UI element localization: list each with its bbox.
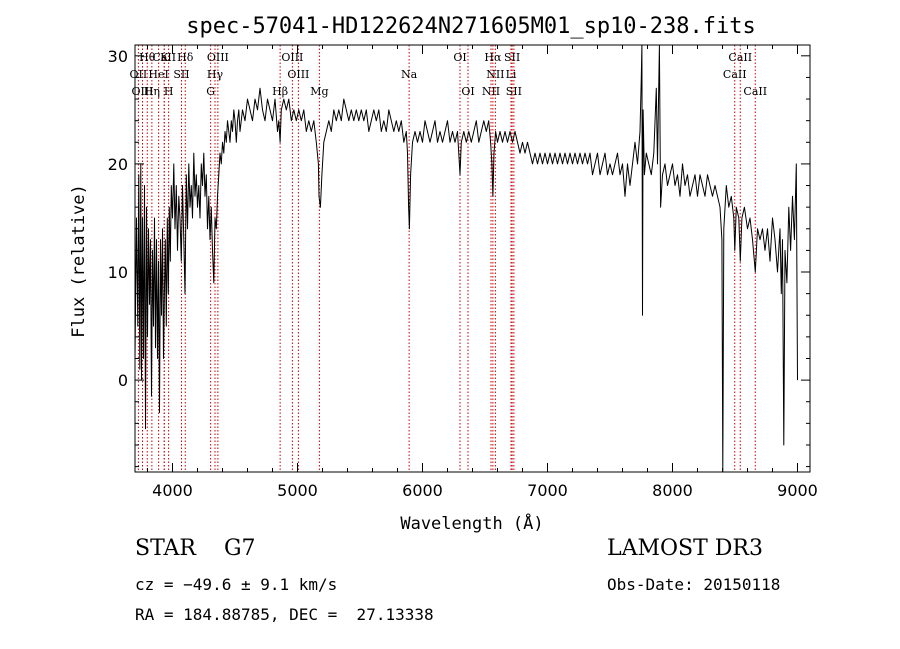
line-label-21: H [164, 85, 174, 98]
line-label-15: Na [401, 68, 418, 81]
line-label-12: SII [173, 68, 189, 81]
ra-dec-coordinates: RA = 184.88785, DEC = 27.13338 [135, 605, 434, 624]
x-tick-label-4: 8000 [652, 481, 693, 500]
y-tick-label-2: 20 [108, 155, 128, 174]
line-label-1: CaII [152, 51, 176, 64]
line-label-10: OII [130, 68, 148, 81]
line-label-4: OIII [207, 51, 229, 64]
spectrum-series [134, 44, 798, 473]
x-tick-label-1: 5000 [277, 481, 318, 500]
line-label-16: NII [486, 68, 504, 81]
x-tick-label-5: 9000 [777, 481, 818, 500]
line-label-17: Li [506, 68, 517, 81]
spectrum-line-0 [134, 44, 798, 473]
line-label-0: Hθ [139, 51, 156, 64]
line-label-11: HeI [148, 68, 168, 81]
x-axis-ticks: 4000 5000 6000 7000 8000 9000 [147, 45, 818, 500]
plot-frame [134, 44, 811, 473]
line-label-22: G [206, 85, 215, 98]
line-label-18: CaII [723, 68, 747, 81]
chart-title: spec-57041-HD122624N271605M01_sp10-238.f… [186, 14, 756, 39]
line-label-27: SII [506, 85, 522, 98]
x-tick-label-2: 6000 [402, 481, 443, 500]
y-tick-label-0: 0 [118, 371, 128, 390]
line-label-13: Hγ [207, 68, 224, 81]
line-label-3: Hδ [177, 51, 194, 64]
star-class-label: STAR G7 [135, 536, 256, 561]
line-label-24: Mg [310, 85, 328, 98]
y-axis-ticks: 0 10 20 30 [108, 47, 810, 468]
y-axis-label: Flux (relative) [69, 184, 89, 338]
line-label-20: Hη [144, 85, 160, 98]
x-tick-label-0: 4000 [152, 481, 193, 500]
y-tick-label-3: 30 [108, 47, 128, 66]
line-label-6: OI [453, 51, 466, 64]
line-label-7: Hα [484, 51, 502, 64]
survey-label: LAMOST DR3 [607, 536, 763, 561]
line-label-9: CaII [728, 51, 752, 64]
line-label-23: Hβ [272, 85, 288, 98]
line-label-8: SII [504, 51, 520, 64]
observation-date: Obs-Date: 20150118 [607, 575, 781, 594]
line-label-28: CaII [743, 85, 767, 98]
spectral-line-markers [137, 45, 756, 472]
x-tick-label-3: 7000 [527, 481, 568, 500]
redshift-velocity: cz = −49.6 ± 9.1 km/s [135, 575, 338, 594]
line-label-19: OIII [131, 85, 153, 98]
line-label-5: OIII [281, 51, 303, 64]
y-tick-label-1: 10 [108, 263, 128, 282]
x-axis-label: Wavelength (Å) [400, 512, 543, 534]
line-label-14: OIII [287, 68, 309, 81]
line-label-2: K [160, 51, 169, 64]
line-label-26: NII [482, 85, 500, 98]
line-label-25: OI [461, 85, 474, 98]
